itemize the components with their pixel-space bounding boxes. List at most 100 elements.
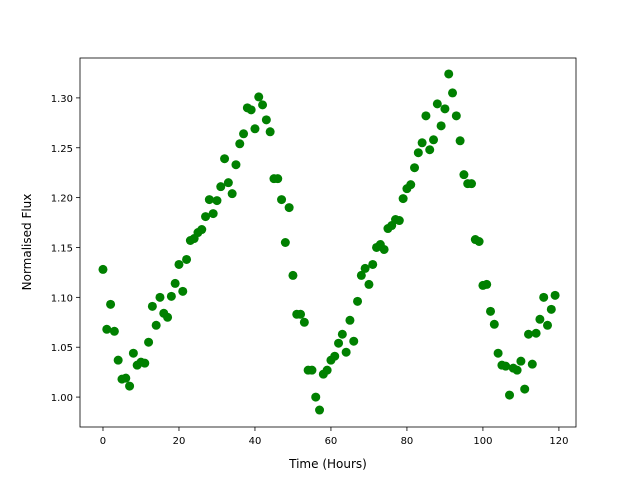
data-point: [299, 317, 309, 327]
data-point: [512, 365, 522, 375]
data-point: [429, 135, 439, 145]
data-point: [527, 359, 537, 369]
data-point: [174, 259, 184, 269]
x-tick-label: 80: [401, 436, 414, 447]
y-tick-label: 1.10: [51, 293, 73, 304]
data-point: [102, 324, 112, 334]
data-point: [125, 381, 135, 391]
data-point: [239, 129, 249, 139]
data-point: [379, 244, 389, 254]
data-point: [128, 348, 138, 358]
data-point: [220, 154, 230, 164]
data-point: [417, 138, 427, 148]
data-point: [440, 104, 450, 114]
y-tick-label: 1.15: [51, 243, 73, 254]
data-point: [451, 111, 461, 121]
data-point: [98, 264, 108, 274]
data-point: [550, 290, 560, 300]
data-point: [109, 326, 119, 336]
data-point: [106, 299, 116, 309]
data-point: [265, 127, 275, 137]
data-point: [307, 365, 317, 375]
data-point: [353, 296, 363, 306]
x-axis-label: Time (Hours): [288, 457, 367, 471]
data-point: [345, 315, 355, 325]
data-point: [341, 347, 351, 357]
data-point: [364, 279, 374, 289]
data-point: [459, 170, 469, 180]
data-point: [296, 309, 306, 319]
data-point: [368, 259, 378, 269]
data-point: [543, 320, 553, 330]
data-point: [254, 92, 264, 102]
y-axis-label: Normalised Flux: [20, 194, 34, 291]
data-point: [277, 195, 287, 205]
data-point: [261, 115, 271, 125]
data-point: [201, 212, 211, 222]
data-point: [151, 320, 161, 330]
data-point: [235, 139, 245, 149]
plot-area: [80, 58, 576, 427]
data-point: [493, 348, 503, 358]
data-point: [178, 286, 188, 296]
y-tick-label: 1.30: [51, 94, 73, 105]
y-tick-label: 1.00: [51, 393, 73, 404]
data-point: [421, 111, 431, 121]
y-axis-ticks: 1.00 1.05 1.10 1.15 1.20 1.25 1.30: [51, 94, 80, 404]
data-point: [140, 358, 150, 368]
y-tick-label: 1.20: [51, 194, 73, 205]
data-point: [455, 136, 465, 146]
data-point: [531, 328, 541, 338]
data-point: [170, 278, 180, 288]
data-point: [216, 182, 226, 192]
x-tick-label: 40: [249, 436, 262, 447]
data-point: [546, 304, 556, 314]
data-point: [163, 312, 173, 322]
data-point: [413, 148, 423, 158]
data-point: [356, 270, 366, 280]
data-point: [337, 329, 347, 339]
data-point: [223, 178, 233, 188]
data-point: [436, 121, 446, 131]
x-tick-label: 120: [549, 436, 568, 447]
data-point: [467, 179, 477, 189]
data-point: [432, 99, 442, 109]
data-point: [204, 195, 214, 205]
data-point: [520, 384, 530, 394]
data-point: [208, 209, 218, 219]
data-point: [121, 373, 131, 383]
data-point: [250, 124, 260, 134]
data-point: [231, 160, 241, 170]
data-point: [246, 105, 256, 115]
data-point: [258, 100, 268, 110]
data-point: [425, 145, 435, 155]
data-point: [273, 174, 283, 184]
data-point: [501, 361, 511, 371]
data-point: [113, 355, 123, 365]
data-point: [166, 291, 176, 301]
data-point: [444, 69, 454, 79]
data-point: [410, 163, 420, 173]
x-tick-label: 0: [100, 436, 106, 447]
x-tick-label: 100: [473, 436, 492, 447]
data-point: [330, 351, 340, 361]
data-point: [474, 237, 484, 247]
data-point: [280, 238, 290, 247]
data-point: [212, 196, 222, 206]
data-point: [524, 329, 534, 339]
x-axis-ticks: 0 20 40 60 80 100 120: [100, 427, 568, 447]
data-point: [315, 405, 325, 415]
data-point: [448, 88, 458, 98]
data-point: [182, 254, 192, 264]
data-point: [398, 194, 408, 204]
data-point: [486, 306, 496, 316]
data-point: [394, 216, 404, 226]
data-point: [516, 356, 526, 366]
data-point: [227, 189, 237, 199]
data-point: [144, 337, 154, 347]
data-point: [489, 319, 499, 329]
data-point: [406, 180, 416, 190]
data-point: [197, 225, 207, 235]
data-point: [147, 301, 157, 311]
